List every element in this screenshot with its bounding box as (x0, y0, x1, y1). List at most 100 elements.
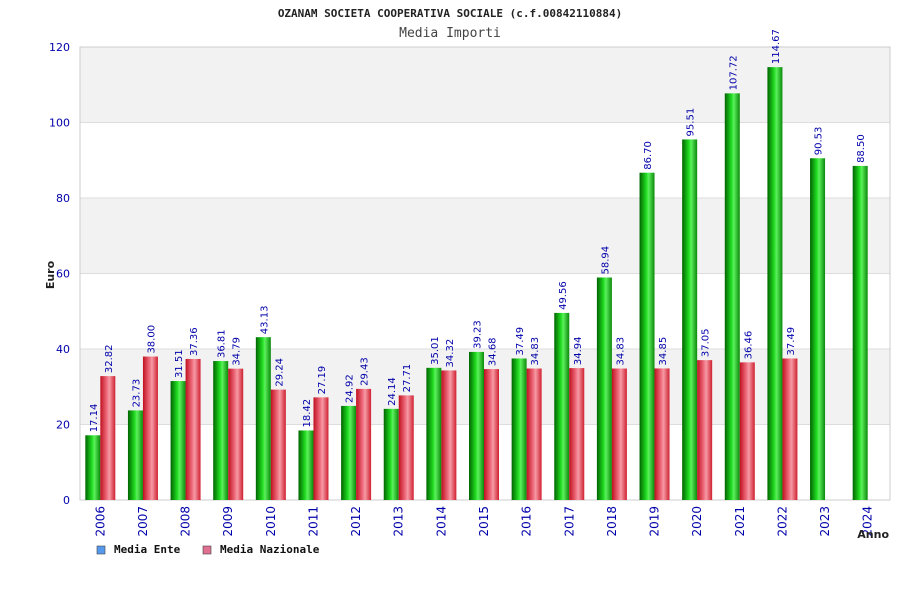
bars (85, 67, 868, 501)
bar-media-ente-2022 (767, 67, 783, 500)
x-tick-label: 2007 (136, 506, 150, 537)
data-label: 49.56 (558, 281, 569, 310)
data-label: 88.50 (856, 134, 867, 163)
x-tick-label: 2023 (818, 506, 832, 537)
chart-subtitle: Media Importi (399, 26, 501, 41)
x-tick-label: 2019 (648, 506, 662, 537)
data-label: 38.00 (146, 325, 157, 354)
data-label: 34.83 (530, 337, 541, 366)
data-label: 35.01 (430, 336, 441, 365)
bar-media-ente-2018 (596, 277, 612, 500)
y-tick-label: 120 (49, 41, 70, 54)
data-label: 37.49 (786, 327, 797, 356)
x-tick-label: 2008 (179, 506, 193, 537)
x-tick-label: 2022 (775, 506, 789, 537)
x-tick-label: 2006 (93, 506, 107, 537)
data-label: 34.68 (488, 337, 499, 366)
x-axis: 2006 2007 2008 2009 2010 2011 2012 2013 2014 2015… (93, 506, 874, 537)
bar-media-nazionale-2015 (484, 369, 499, 500)
legend-label-media-ente: Media Ente (114, 543, 181, 556)
data-label: 27.19 (317, 366, 328, 395)
x-tick-label: 2018 (605, 506, 619, 537)
data-label: 18.42 (302, 399, 313, 428)
data-label: 34.79 (232, 337, 243, 366)
data-label: 37.49 (515, 327, 526, 356)
plot-area (79, 46, 891, 501)
bar-media-ente-2020 (682, 139, 698, 500)
data-label: 24.14 (387, 377, 398, 406)
bar-media-ente-2012 (341, 405, 357, 500)
data-label: 36.81 (217, 329, 228, 358)
data-label: 32.82 (104, 344, 115, 373)
y-tick-label: 40 (56, 343, 70, 356)
x-tick-label: 2009 (221, 506, 235, 537)
x-tick-label: 2015 (477, 506, 491, 537)
chart-title: OZANAM SOCIETA COOPERATIVA SOCIALE (c.f.… (278, 7, 622, 20)
data-label: 37.05 (701, 328, 712, 357)
legend-label-media-nazionale: Media Nazionale (220, 543, 320, 556)
bar-media-nazionale-2017 (569, 368, 585, 500)
data-label: 58.94 (600, 246, 611, 275)
x-tick-label: 2016 (520, 506, 534, 537)
legend-swatch-media-nazionale (202, 545, 212, 555)
bar-media-ente-2010 (255, 337, 271, 500)
data-labels: 17.14 32.82 23.73 38.00 31.51 37.36 36.81 34.79… (89, 29, 867, 432)
data-label: 107.72 (728, 55, 739, 90)
legend-swatch-media-ente (96, 545, 106, 555)
y-tick-label: 0 (63, 494, 70, 507)
bar-media-nazionale-2014 (441, 370, 457, 500)
data-label: 23.73 (131, 379, 142, 408)
legend: Media Ente Media Nazionale (96, 543, 320, 556)
grid-band (80, 122, 890, 198)
bar-media-nazionale-2020 (697, 360, 713, 500)
grid-band (80, 47, 890, 123)
bar-media-nazionale-2016 (526, 368, 542, 500)
data-label: 114.67 (771, 29, 782, 64)
data-label: 24.92 (345, 374, 356, 403)
bar-media-nazionale-2021 (739, 362, 755, 500)
bar-media-nazionale-2012 (356, 388, 372, 500)
data-label: 36.46 (743, 331, 754, 360)
grid-band (80, 273, 890, 349)
bar-media-ente-2023 (810, 158, 826, 500)
data-label: 34.85 (658, 337, 669, 366)
bar-media-nazionale-2009 (228, 368, 244, 500)
bar-media-nazionale-2007 (142, 356, 158, 500)
data-label: 43.13 (259, 306, 270, 335)
bar-media-ente-2021 (724, 93, 740, 501)
y-tick-label: 80 (56, 192, 70, 205)
bar-media-ente-2015 (469, 351, 484, 500)
y-tick-label: 20 (56, 419, 70, 432)
bar-media-ente-2007 (127, 410, 143, 500)
data-label: 29.24 (274, 358, 285, 387)
data-label: 39.23 (473, 320, 484, 349)
bar-media-nazionale-2010 (270, 389, 286, 500)
data-label: 34.94 (573, 336, 584, 365)
bar-media-nazionale-2013 (398, 395, 414, 500)
data-label: 34.83 (615, 337, 626, 366)
grid-band (80, 198, 890, 274)
data-label: 31.51 (174, 349, 185, 378)
bar-media-ente-2014 (426, 367, 442, 500)
bar-media-ente-2006 (85, 435, 101, 500)
x-tick-label: 2014 (434, 506, 448, 537)
x-tick-label: 2011 (306, 506, 320, 537)
y-axis-label: Euro (44, 260, 57, 289)
data-label: 17.14 (89, 404, 100, 433)
y-tick-label: 100 (49, 117, 70, 130)
bar-media-ente-2016 (511, 358, 527, 500)
bar-media-ente-2013 (383, 408, 399, 500)
x-tick-label: 2024 (861, 506, 875, 537)
y-tick-label: 60 (56, 268, 70, 281)
bar-media-ente-2008 (170, 381, 186, 500)
bar-media-nazionale-2011 (313, 397, 329, 500)
bar-media-nazionale-2019 (654, 368, 670, 500)
bar-media-nazionale-2008 (185, 358, 201, 500)
bar-media-nazionale-2022 (782, 358, 798, 500)
bar-media-ente-2011 (298, 430, 314, 500)
x-tick-label: 2017 (562, 506, 576, 537)
bar-media-nazionale-2006 (100, 376, 116, 500)
x-tick-label: 2012 (349, 506, 363, 537)
bar-media-nazionale-2018 (611, 368, 627, 500)
